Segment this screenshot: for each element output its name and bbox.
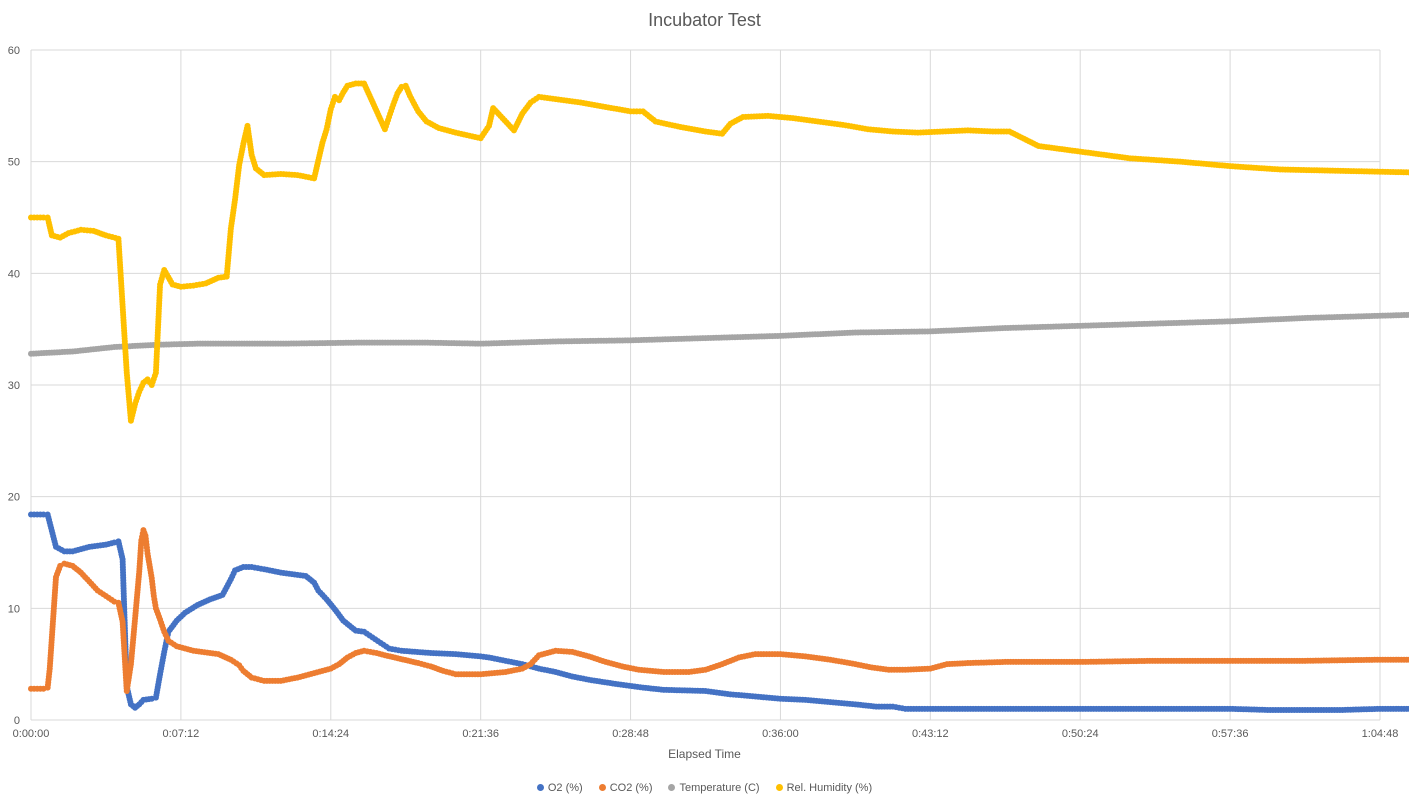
legend-item: Rel. Humidity (%) [775, 782, 873, 794]
series-co2 [28, 527, 1409, 694]
gridlines [31, 49, 1381, 720]
data-point [1406, 656, 1409, 663]
data-point [1406, 311, 1409, 318]
legend-marker [775, 783, 783, 791]
legend-item: CO2 (%) [598, 782, 653, 794]
legend-label: Rel. Humidity (%) [786, 782, 873, 794]
data-point [1405, 169, 1409, 176]
legend-marker [668, 783, 676, 791]
axes [30, 50, 1380, 721]
x-tick-label: 0:14:24 [312, 728, 349, 740]
x-axis-label: Elapsed Time [668, 747, 741, 761]
legend-label: Temperature (C) [679, 782, 760, 794]
x-tick-label: 0:43:12 [912, 728, 949, 740]
x-tick-label: 0:00:00 [13, 728, 50, 740]
y-tick-label: 60 [8, 45, 20, 57]
data-point [40, 214, 47, 221]
y-tick-label: 50 [8, 157, 20, 169]
y-tick-label: 0 [14, 715, 20, 727]
legend-item: O2 (%) [536, 782, 583, 794]
legend-marker [598, 783, 606, 791]
series-markers [28, 80, 1409, 713]
y-tick-label: 20 [8, 492, 20, 504]
series-o2 [28, 511, 1409, 713]
x-tick-label: 0:21:36 [462, 728, 499, 740]
x-tick-label: 0:07:12 [163, 728, 200, 740]
legend-label: CO2 (%) [609, 782, 653, 794]
x-tick-label: 1:04:48 [1362, 728, 1399, 740]
legend-marker [536, 783, 544, 791]
y-tick-labels: 0 10 20 30 40 50 60 [8, 45, 20, 727]
legend-item: Temperature (C) [668, 782, 760, 794]
x-tick-label: 0:28:48 [612, 728, 649, 740]
y-tick-label: 40 [8, 268, 20, 280]
x-tick-labels: 0:00:00 0:07:12 0:14:24 0:21:36 0:28:48 0:36:… [13, 728, 1399, 740]
x-tick-label: 0:36:00 [762, 728, 799, 740]
data-point [40, 511, 47, 518]
x-tick-label: 0:50:24 [1062, 728, 1099, 740]
legend-label: O2 (%) [547, 782, 583, 794]
x-tick-label: 0:57:36 [1212, 728, 1249, 740]
series-rel-humidity [28, 80, 1409, 424]
y-tick-label: 10 [8, 603, 20, 615]
chart-title: Incubator Test [648, 10, 761, 30]
data-point [1406, 705, 1409, 712]
series-temperature-c [28, 311, 1409, 357]
legend: O2 (%) CO2 (%) Temperature (C) Rel. Humidit… [0, 782, 1409, 794]
y-tick-label: 30 [8, 380, 20, 392]
